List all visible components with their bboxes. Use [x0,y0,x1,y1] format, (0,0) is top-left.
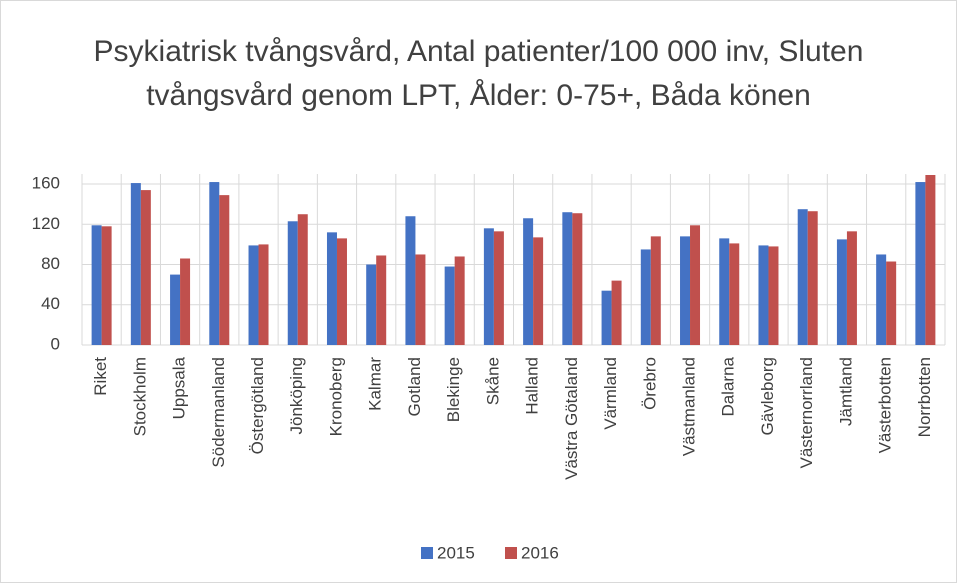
bar [248,245,259,345]
chart-title: Psykiatrisk tvångsvård, Antal patienter/… [93,35,864,112]
x-tick-label: Östergötland [248,357,267,454]
bar [258,244,269,345]
x-tick-label: Skåne [483,357,502,405]
bar [690,225,701,345]
bar [807,211,818,345]
bar [611,280,622,345]
bar [680,236,691,345]
bar [140,190,151,345]
x-tick-label: Västerbotten [876,357,895,453]
bar [483,228,494,345]
bar [454,256,465,345]
y-tick-label: 120 [32,214,60,233]
y-tick-label: 80 [41,254,60,273]
bar [130,183,141,345]
bar [836,239,847,345]
bar [650,236,661,345]
x-tick-label: Västmanland [680,357,699,456]
bar [170,274,181,345]
legend-label: 2015 [437,543,475,562]
bar [886,261,897,345]
x-tick-label: Örebro [640,357,659,410]
bar [493,231,504,345]
bar [719,238,730,345]
bar [797,209,808,345]
x-tick-label: Kronoberg [326,357,345,436]
x-tick-label: Gotland [405,357,424,417]
bar [297,214,308,345]
bar [925,175,936,345]
bar [405,216,416,345]
legend-swatch [421,547,433,559]
y-tick-label: 40 [41,294,60,313]
x-tick-label: Jämtland [836,357,855,426]
bar [846,231,857,345]
bar [287,221,298,345]
bar [444,266,455,345]
x-tick-label: Värmland [601,357,620,430]
x-tick-label: Norrbotten [915,357,934,437]
x-tick-label: Kalmar [366,357,385,411]
x-tick-label: Gävleborg [758,357,777,435]
bar [768,246,779,345]
bar [640,249,651,345]
bar [562,212,573,345]
bar [219,195,230,345]
x-tick-label: Dalarna [719,356,738,416]
bar [336,238,347,345]
bar [91,225,102,345]
x-tick-label: Halland [523,357,542,415]
bar [601,290,612,345]
legend-swatch [505,547,517,559]
bar [533,237,544,345]
x-tick-label: Västra Götaland [562,357,581,480]
bar [915,182,926,345]
x-tick-label: Uppsala [170,356,189,419]
legend-label: 2016 [521,543,559,562]
x-tick-label: Västernorrland [797,357,816,469]
x-tick-label: Södermanland [209,357,228,468]
x-tick-label: Riket [91,357,110,396]
bar [572,213,583,345]
bar [376,255,387,345]
bar [876,254,887,345]
bar [729,243,740,345]
x-tick-label: Jönköping [287,357,306,435]
bar [101,226,112,345]
bar [415,254,426,345]
bar [180,258,191,345]
bar [758,245,769,345]
x-tick-label: Stockholm [130,357,149,436]
x-tick-label: Blekinge [444,357,463,422]
bar [326,232,337,345]
bar [209,182,220,345]
bar [523,218,534,345]
bar [366,264,377,345]
y-tick-label: 160 [32,174,60,193]
y-tick-label: 0 [51,334,60,353]
